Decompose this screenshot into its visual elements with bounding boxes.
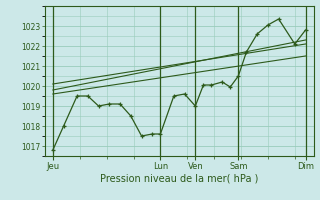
- X-axis label: Pression niveau de la mer( hPa ): Pression niveau de la mer( hPa ): [100, 173, 258, 183]
